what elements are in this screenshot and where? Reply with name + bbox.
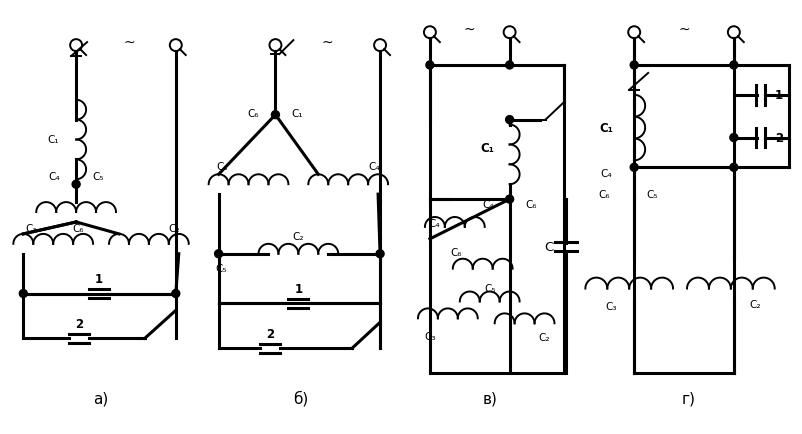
Text: C₆: C₆ bbox=[72, 224, 83, 233]
Circle shape bbox=[271, 112, 279, 119]
Circle shape bbox=[72, 181, 80, 189]
Circle shape bbox=[505, 196, 513, 204]
Text: ~: ~ bbox=[464, 22, 475, 36]
Circle shape bbox=[19, 290, 27, 298]
Circle shape bbox=[729, 134, 737, 142]
Text: ~: ~ bbox=[678, 22, 689, 36]
Text: в): в) bbox=[482, 391, 496, 405]
Text: г): г) bbox=[681, 391, 695, 405]
Text: C₃: C₃ bbox=[26, 224, 37, 233]
Text: C₆: C₆ bbox=[597, 190, 610, 200]
Circle shape bbox=[172, 290, 180, 298]
Text: 1: 1 bbox=[95, 273, 103, 286]
Text: C₅: C₅ bbox=[215, 263, 226, 273]
Text: C₄: C₄ bbox=[600, 169, 611, 179]
Circle shape bbox=[729, 164, 737, 172]
Text: C₂: C₂ bbox=[538, 332, 549, 342]
Text: C₄: C₄ bbox=[427, 218, 439, 228]
Text: C₃: C₃ bbox=[217, 162, 228, 172]
Text: а): а) bbox=[93, 391, 108, 405]
Text: ~: ~ bbox=[123, 36, 135, 50]
Text: C₅: C₅ bbox=[646, 190, 657, 200]
Text: C₃: C₃ bbox=[423, 332, 435, 342]
Text: C₆: C₆ bbox=[248, 108, 259, 118]
Text: C₁: C₁ bbox=[291, 108, 303, 118]
Text: 2: 2 bbox=[774, 132, 782, 145]
Text: ~: ~ bbox=[321, 36, 333, 50]
Text: C₂: C₂ bbox=[168, 224, 180, 233]
Text: 1: 1 bbox=[294, 283, 302, 296]
Text: C₆: C₆ bbox=[525, 200, 537, 210]
Text: C₂: C₂ bbox=[748, 300, 759, 310]
Circle shape bbox=[375, 250, 383, 258]
Circle shape bbox=[425, 62, 433, 70]
Text: C: C bbox=[543, 241, 553, 254]
Text: б): б) bbox=[293, 390, 308, 406]
Circle shape bbox=[630, 62, 638, 70]
Text: C₃: C₃ bbox=[605, 302, 616, 312]
Circle shape bbox=[729, 62, 737, 70]
Text: 2: 2 bbox=[75, 317, 83, 330]
Text: C₅: C₅ bbox=[92, 172, 103, 182]
Text: C₄: C₄ bbox=[481, 200, 493, 210]
Text: C₂: C₂ bbox=[292, 231, 304, 241]
Circle shape bbox=[505, 116, 513, 124]
Text: C₄: C₄ bbox=[368, 162, 379, 172]
Text: 1: 1 bbox=[774, 89, 782, 102]
Text: C₁: C₁ bbox=[480, 141, 494, 155]
Text: C₆: C₆ bbox=[449, 247, 461, 257]
Text: 2: 2 bbox=[266, 327, 274, 340]
Circle shape bbox=[214, 250, 222, 258]
Text: C₅: C₅ bbox=[484, 283, 495, 293]
Text: C₄: C₄ bbox=[48, 172, 60, 182]
Text: C₁: C₁ bbox=[598, 122, 613, 135]
Circle shape bbox=[630, 164, 638, 172]
Circle shape bbox=[505, 62, 513, 70]
Text: C₁: C₁ bbox=[47, 135, 59, 145]
